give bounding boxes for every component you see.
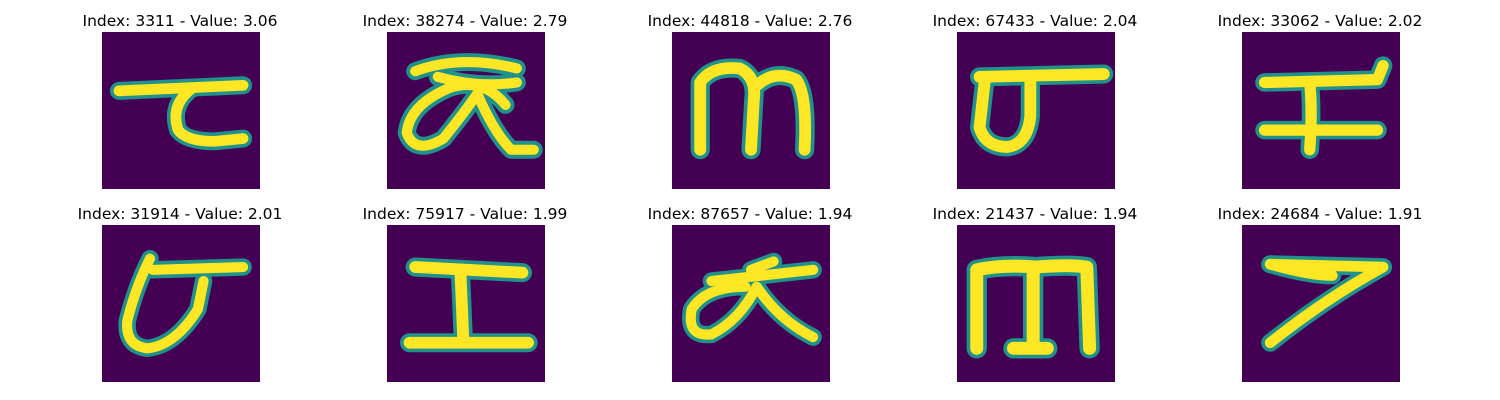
panel-title: Index: 31914 - Value: 2.01 <box>77 205 283 223</box>
panel-title: Index: 44818 - Value: 2.76 <box>647 12 853 30</box>
digit-image <box>957 32 1115 189</box>
panel-title: Index: 38274 - Value: 2.79 <box>362 12 568 30</box>
panel-title: Index: 33062 - Value: 2.02 <box>1217 12 1423 30</box>
digit-image <box>387 32 545 189</box>
digit-image <box>1242 32 1400 189</box>
digit-image <box>672 32 830 189</box>
panel-title: Index: 75917 - Value: 1.99 <box>362 205 568 223</box>
digit-image <box>102 32 260 189</box>
digit-image <box>102 225 260 382</box>
panel-title: Index: 87657 - Value: 1.94 <box>647 205 853 223</box>
panel-title: Index: 3311 - Value: 3.06 <box>82 12 278 30</box>
panel-title: Index: 67433 - Value: 2.04 <box>932 12 1138 30</box>
digit-image <box>1242 225 1400 382</box>
digit-image <box>957 225 1115 382</box>
digit-image <box>672 225 830 382</box>
digit-image <box>387 225 545 382</box>
panel-title: Index: 21437 - Value: 1.94 <box>932 205 1138 223</box>
panel-title: Index: 24684 - Value: 1.91 <box>1217 205 1423 223</box>
